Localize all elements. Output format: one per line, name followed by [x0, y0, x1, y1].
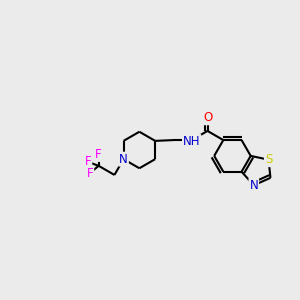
Text: N: N — [249, 179, 258, 192]
Text: F: F — [95, 148, 102, 161]
Text: F: F — [85, 155, 91, 168]
Text: NH: NH — [183, 135, 200, 148]
Text: F: F — [87, 167, 93, 180]
Text: N: N — [119, 153, 128, 166]
Text: O: O — [203, 111, 212, 124]
Text: S: S — [265, 153, 272, 166]
